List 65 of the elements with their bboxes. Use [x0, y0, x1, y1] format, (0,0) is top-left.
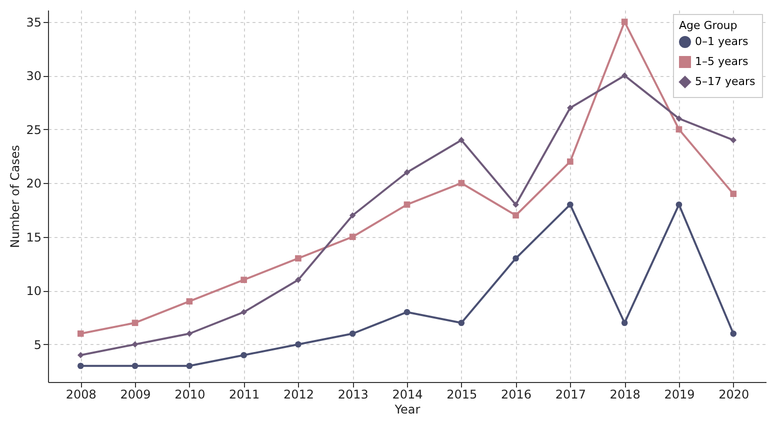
x-tick-label: 2011 — [229, 388, 260, 402]
point — [676, 201, 682, 208]
x-tick-label: 2017 — [555, 388, 586, 402]
point — [132, 362, 138, 370]
point — [458, 320, 465, 326]
x-tick-label: 2009 — [120, 388, 151, 402]
point — [567, 104, 574, 111]
point — [404, 201, 410, 208]
point — [295, 276, 302, 284]
point — [295, 341, 302, 348]
point — [349, 330, 356, 337]
x-tick-label: 2019 — [664, 388, 695, 402]
point — [512, 212, 519, 219]
y-tick-label: 15 — [26, 230, 42, 244]
point — [567, 158, 574, 165]
point — [676, 126, 682, 133]
point — [404, 308, 410, 316]
point — [132, 341, 138, 348]
point — [240, 276, 247, 284]
point — [458, 180, 465, 186]
x-tick-label: 2012 — [283, 388, 314, 402]
point — [132, 320, 138, 326]
point — [730, 136, 737, 144]
point — [621, 72, 628, 79]
point — [676, 115, 682, 122]
point — [295, 255, 302, 262]
point — [512, 255, 519, 262]
x-tick-label: 2008 — [66, 388, 96, 402]
legend-label: 0–1 years — [695, 35, 749, 48]
point — [730, 190, 737, 198]
point — [186, 362, 193, 370]
point — [512, 201, 519, 208]
x-tick-label: 2010 — [174, 388, 206, 402]
legend-title: Age Group — [679, 19, 738, 32]
point — [621, 18, 628, 25]
y-tick-label: 10 — [26, 284, 42, 298]
y-tick-label: 25 — [26, 122, 42, 137]
point — [186, 330, 193, 337]
point — [240, 352, 247, 358]
point — [349, 234, 356, 240]
x-tick-label: 2018 — [610, 388, 640, 402]
point — [77, 352, 84, 358]
point — [77, 330, 84, 337]
y-tick-label: 5 — [34, 338, 42, 352]
y-tick-label: 20 — [26, 176, 42, 191]
x-tick-label: 2013 — [338, 388, 368, 402]
y-tick-label: 35 — [26, 15, 42, 30]
point — [404, 169, 410, 176]
legend-label: 1–5 years — [695, 55, 749, 68]
x-tick-label: 2014 — [392, 388, 423, 402]
y-tick-label: 30 — [26, 69, 42, 84]
x-axis-title: Year — [394, 402, 420, 416]
x-tick-label: 2020 — [718, 388, 750, 402]
x-tick-label: 2016 — [501, 388, 532, 402]
x-tick-label: 2015 — [446, 388, 478, 402]
y-axis-title: Number of Cases — [8, 144, 22, 248]
point — [186, 298, 193, 305]
point — [730, 330, 737, 337]
point — [621, 320, 628, 326]
point — [240, 308, 247, 316]
point — [349, 212, 356, 219]
point — [458, 136, 465, 144]
point — [567, 201, 574, 208]
point — [77, 362, 84, 370]
legend-label: 5–17 years — [695, 75, 756, 88]
